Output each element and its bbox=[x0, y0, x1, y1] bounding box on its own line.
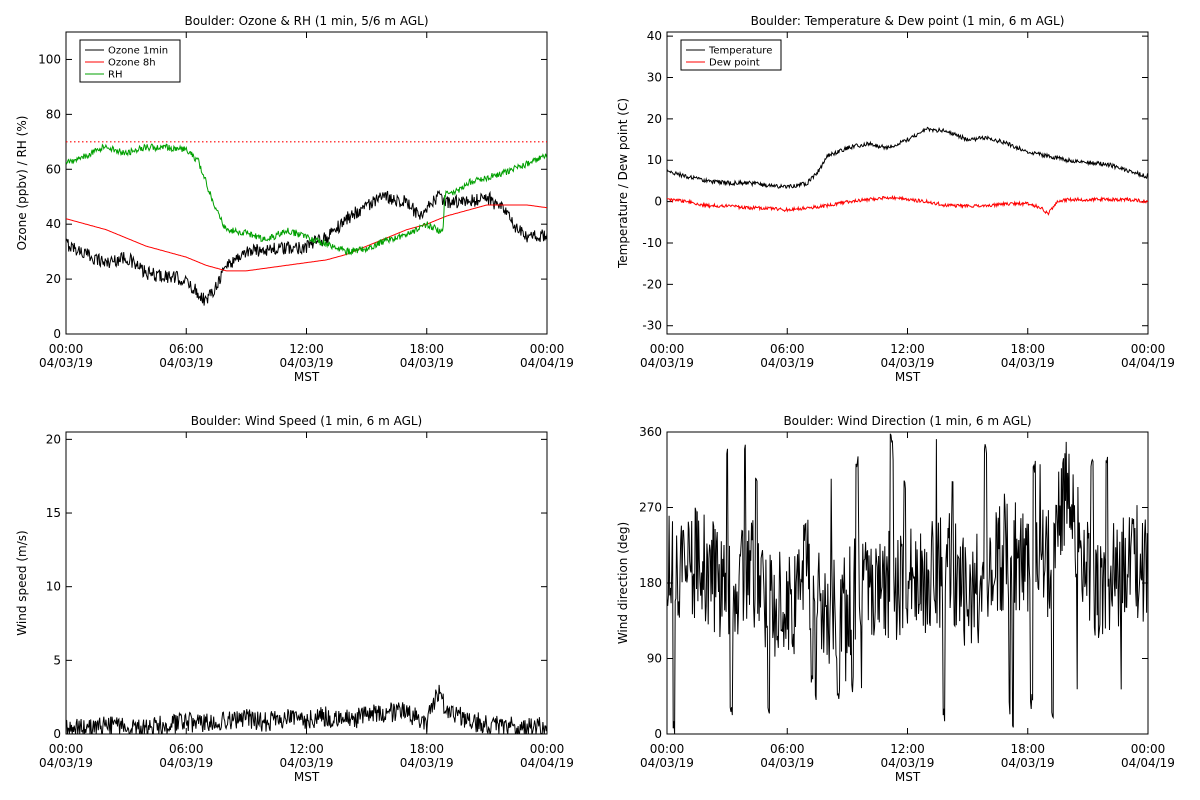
series-line-wind-speed bbox=[66, 684, 547, 734]
x-tick-time: 00:00 bbox=[49, 742, 84, 756]
chart-title: Boulder: Wind Direction (1 min, 6 m AGL) bbox=[783, 414, 1031, 428]
y-tick-label: -20 bbox=[642, 277, 662, 291]
x-tick-time: 00:00 bbox=[650, 342, 685, 356]
x-tick-time: 12:00 bbox=[289, 342, 324, 356]
x-tick-date: 04/03/19 bbox=[640, 756, 694, 770]
y-tick-label: 40 bbox=[647, 29, 662, 43]
series-line-dew-point bbox=[667, 194, 1148, 216]
y-tick-label: 0 bbox=[654, 727, 662, 741]
y-tick-label: 180 bbox=[639, 576, 662, 590]
legend-label: Temperature bbox=[708, 46, 772, 57]
x-tick-time: 18:00 bbox=[1010, 742, 1045, 756]
y-tick-label: 0 bbox=[53, 727, 61, 741]
x-tick-date: 04/03/19 bbox=[39, 356, 93, 370]
series-line-ozone-1min bbox=[66, 189, 547, 306]
series-line-ozone-8h bbox=[66, 204, 547, 272]
x-tick-date: 04/03/19 bbox=[280, 356, 334, 370]
y-tick-label: 40 bbox=[46, 217, 61, 231]
plot-frame bbox=[65, 431, 548, 735]
y-tick-label: -30 bbox=[642, 319, 662, 333]
y-tick-label: 10 bbox=[46, 580, 61, 594]
y-axis-label: Temperature / Dew point (C) bbox=[616, 98, 630, 269]
x-tick-date: 04/03/19 bbox=[881, 756, 935, 770]
x-tick-time: 12:00 bbox=[289, 742, 324, 756]
x-tick-date: 04/03/19 bbox=[400, 356, 454, 370]
y-tick-label: 30 bbox=[647, 71, 662, 85]
x-tick-date: 04/04/19 bbox=[520, 756, 574, 770]
y-tick-label: 360 bbox=[639, 425, 662, 439]
x-tick-time: 00:00 bbox=[1131, 742, 1166, 756]
chart-title: Boulder: Wind Speed (1 min, 6 m AGL) bbox=[191, 414, 423, 428]
x-tick-time: 18:00 bbox=[409, 742, 444, 756]
x-axis-label: MST bbox=[895, 370, 921, 384]
y-tick-label: 270 bbox=[639, 501, 662, 515]
series-line-temperature bbox=[667, 126, 1148, 190]
legend-label: Ozone 8h bbox=[108, 58, 156, 69]
y-tick-label: 0 bbox=[53, 327, 61, 341]
y-tick-label: 20 bbox=[647, 112, 662, 126]
y-tick-label: 5 bbox=[53, 653, 61, 667]
x-tick-time: 00:00 bbox=[1131, 342, 1166, 356]
x-tick-time: 00:00 bbox=[530, 742, 565, 756]
chart-title: Boulder: Temperature & Dew point (1 min,… bbox=[751, 14, 1065, 28]
legend-label: Ozone 1min bbox=[108, 46, 168, 57]
x-tick-date: 04/03/19 bbox=[280, 756, 334, 770]
x-tick-time: 12:00 bbox=[890, 742, 925, 756]
y-tick-label: 15 bbox=[46, 506, 61, 520]
x-tick-date: 04/03/19 bbox=[400, 756, 454, 770]
y-axis-label: Wind direction (deg) bbox=[616, 522, 630, 644]
x-tick-time: 06:00 bbox=[770, 742, 805, 756]
wind-speed-panel: Boulder: Wind Speed (1 min, 6 m AGL) 0 5 10… bbox=[15, 414, 574, 784]
y-tick-label: 10 bbox=[647, 153, 662, 167]
y-tick-label: 0 bbox=[654, 195, 662, 209]
y-axis-label: Wind speed (m/s) bbox=[15, 530, 29, 635]
x-tick-date: 04/03/19 bbox=[760, 756, 814, 770]
x-tick-time: 06:00 bbox=[770, 342, 805, 356]
x-tick-date: 04/03/19 bbox=[159, 756, 213, 770]
x-tick-time: 06:00 bbox=[169, 742, 204, 756]
x-tick-time: 18:00 bbox=[1010, 342, 1045, 356]
x-axis-label: MST bbox=[294, 770, 320, 784]
x-axis-label: MST bbox=[895, 770, 921, 784]
wind-direction-panel: Boulder: Wind Direction (1 min, 6 m AGL)… bbox=[616, 414, 1175, 784]
x-tick-date: 04/03/19 bbox=[760, 356, 814, 370]
x-tick-time: 00:00 bbox=[49, 342, 84, 356]
legend-box bbox=[680, 39, 782, 71]
legend-box bbox=[79, 39, 181, 83]
x-tick-date: 04/03/19 bbox=[640, 356, 694, 370]
y-tick-label: -10 bbox=[642, 236, 662, 250]
x-tick-time: 00:00 bbox=[530, 342, 565, 356]
y-tick-label: 20 bbox=[46, 272, 61, 286]
x-tick-date: 04/03/19 bbox=[39, 756, 93, 770]
series-line-rh bbox=[66, 143, 547, 256]
ozone-rh-panel: Boulder: Ozone & RH (1 min, 5/6 m AGL) 0 2… bbox=[15, 14, 574, 384]
temperature-dewpoint-panel: Boulder: Temperature & Dew point (1 min,… bbox=[616, 14, 1175, 384]
x-tick-time: 18:00 bbox=[409, 342, 444, 356]
y-tick-label: 100 bbox=[38, 52, 61, 66]
legend-label: Dew point bbox=[709, 58, 760, 69]
x-tick-date: 04/04/19 bbox=[1121, 356, 1175, 370]
series-line-wind-direction bbox=[667, 433, 1148, 734]
x-tick-time: 00:00 bbox=[650, 742, 685, 756]
x-tick-time: 06:00 bbox=[169, 342, 204, 356]
x-tick-date: 04/03/19 bbox=[159, 356, 213, 370]
y-axis-label: Ozone (ppbv) / RH (%) bbox=[15, 116, 29, 251]
x-tick-date: 04/04/19 bbox=[520, 356, 574, 370]
x-axis-label: MST bbox=[294, 370, 320, 384]
chart-title: Boulder: Ozone & RH (1 min, 5/6 m AGL) bbox=[184, 14, 428, 28]
x-tick-date: 04/03/19 bbox=[881, 356, 935, 370]
legend-label: RH bbox=[108, 70, 122, 81]
y-tick-label: 80 bbox=[46, 107, 61, 121]
x-tick-date: 04/04/19 bbox=[1121, 756, 1175, 770]
x-tick-time: 12:00 bbox=[890, 342, 925, 356]
y-tick-label: 60 bbox=[46, 162, 61, 176]
x-tick-date: 04/03/19 bbox=[1001, 756, 1055, 770]
y-tick-label: 90 bbox=[647, 652, 662, 666]
x-tick-date: 04/03/19 bbox=[1001, 356, 1055, 370]
y-tick-label: 20 bbox=[46, 432, 61, 446]
